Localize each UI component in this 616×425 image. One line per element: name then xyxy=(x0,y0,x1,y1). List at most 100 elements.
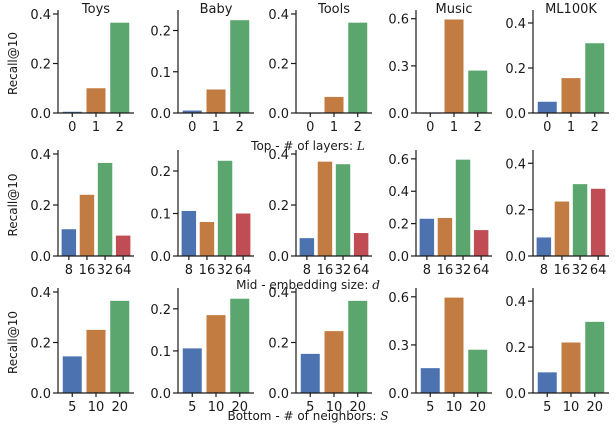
bar-10 xyxy=(206,315,226,393)
x-tick-label: 16 xyxy=(437,263,454,278)
bar-32 xyxy=(217,160,233,256)
y-tick-label: 0.0 xyxy=(268,107,289,122)
y-tick-label: 0.3 xyxy=(388,60,409,75)
y-tick-label: 0.0 xyxy=(150,250,171,265)
y-tick-label: 0.6 xyxy=(388,153,409,168)
bar-64 xyxy=(115,235,131,256)
bar-10 xyxy=(561,342,581,393)
bar-1 xyxy=(444,19,464,113)
bar-8 xyxy=(419,218,435,256)
x-tick-label: 64 xyxy=(473,263,490,278)
y-tick-label: 0.2 xyxy=(505,341,526,356)
bar-5 xyxy=(300,353,320,393)
bar-8 xyxy=(61,229,77,256)
y-tick-label: 0.0 xyxy=(30,107,51,122)
x-tick-label: 5 xyxy=(426,400,434,415)
bar-10 xyxy=(324,331,344,393)
x-tick-label: 8 xyxy=(423,263,431,278)
x-tick-label: 0 xyxy=(188,120,196,135)
bar-8 xyxy=(536,237,552,256)
panel-title: ML100K xyxy=(545,2,597,17)
y-tick-label: 0.2 xyxy=(505,62,526,77)
bar-32 xyxy=(335,164,351,256)
row-caption-variable: d xyxy=(372,278,380,292)
y-tick-label: 0.0 xyxy=(30,387,51,402)
x-tick-label: 0 xyxy=(68,120,76,135)
bar-8 xyxy=(181,210,197,256)
bar-32 xyxy=(455,159,471,256)
bar-64 xyxy=(353,233,369,256)
y-tick-label: 0.0 xyxy=(150,387,171,402)
row-caption-text: Bottom - # of neighbors: xyxy=(227,409,380,423)
x-tick-label: 32 xyxy=(455,263,472,278)
bar-64 xyxy=(590,188,606,256)
x-tick-label: 8 xyxy=(65,263,73,278)
x-tick-label: 5 xyxy=(306,400,314,415)
y-tick-label: 0.4 xyxy=(30,148,51,163)
y-tick-label: 0.0 xyxy=(388,387,409,402)
bar-0 xyxy=(182,110,202,113)
y-axis-label: Recall@10 xyxy=(6,173,20,236)
y-tick-label: 0.4 xyxy=(268,148,289,163)
x-tick-label: 64 xyxy=(235,263,252,278)
bar-20 xyxy=(230,298,250,393)
x-tick-label: 1 xyxy=(92,120,100,135)
panel-title: Music xyxy=(436,2,473,17)
y-tick-label: 0.2 xyxy=(268,199,289,214)
row-caption-variable: L xyxy=(356,139,365,153)
bar-2 xyxy=(585,43,605,113)
y-tick-label: 0.2 xyxy=(388,218,409,233)
panel-title: Tools xyxy=(317,2,350,17)
x-tick-label: 0 xyxy=(543,120,551,135)
bar-32 xyxy=(572,184,588,256)
row-caption: Bottom - # of neighbors: S xyxy=(227,409,388,423)
bar-0 xyxy=(537,101,557,113)
bar-32 xyxy=(97,162,113,256)
bar-2 xyxy=(230,20,250,113)
y-tick-label: 0.2 xyxy=(150,165,171,180)
bar-1 xyxy=(324,96,344,113)
bar-16 xyxy=(317,161,333,256)
bar-10 xyxy=(86,329,106,393)
x-tick-label: 2 xyxy=(116,120,124,135)
row-caption: Mid - embedding size: d xyxy=(236,278,380,292)
x-tick-label: 16 xyxy=(199,263,216,278)
bar-20 xyxy=(468,349,488,393)
x-tick-label: 32 xyxy=(572,263,589,278)
bar-1 xyxy=(86,88,106,113)
row-caption-variable: S xyxy=(380,409,388,423)
bar-2 xyxy=(468,70,488,113)
x-tick-label: 1 xyxy=(212,120,220,135)
x-tick-label: 32 xyxy=(217,263,234,278)
y-tick-label: 0.1 xyxy=(150,66,171,81)
y-tick-label: 0.0 xyxy=(388,107,409,122)
y-tick-label: 0.0 xyxy=(268,250,289,265)
x-tick-label: 2 xyxy=(236,120,244,135)
x-tick-label: 2 xyxy=(474,120,482,135)
row-caption: Top - # of layers: L xyxy=(250,139,365,153)
y-tick-label: 0.4 xyxy=(388,185,409,200)
x-tick-label: 0 xyxy=(306,120,314,135)
bar-5 xyxy=(537,372,557,393)
bar-20 xyxy=(110,300,130,393)
x-tick-label: 20 xyxy=(231,400,248,415)
y-tick-label: 0.0 xyxy=(30,250,51,265)
x-tick-label: 10 xyxy=(563,400,580,415)
y-tick-label: 0.2 xyxy=(268,58,289,73)
x-tick-label: 1 xyxy=(330,120,338,135)
row-caption-text: Mid - embedding size: xyxy=(236,278,372,292)
x-tick-label: 10 xyxy=(446,400,463,415)
x-tick-label: 10 xyxy=(326,400,343,415)
x-tick-label: 8 xyxy=(540,263,548,278)
bar-1 xyxy=(206,89,226,113)
x-tick-label: 16 xyxy=(79,263,96,278)
bar-8 xyxy=(299,238,315,256)
x-tick-label: 64 xyxy=(590,263,607,278)
bar-5 xyxy=(62,356,82,393)
x-tick-label: 1 xyxy=(450,120,458,135)
y-tick-label: 0.6 xyxy=(388,291,409,306)
bar-0 xyxy=(62,111,82,113)
y-tick-label: 0.4 xyxy=(30,8,51,23)
x-tick-label: 16 xyxy=(554,263,571,278)
